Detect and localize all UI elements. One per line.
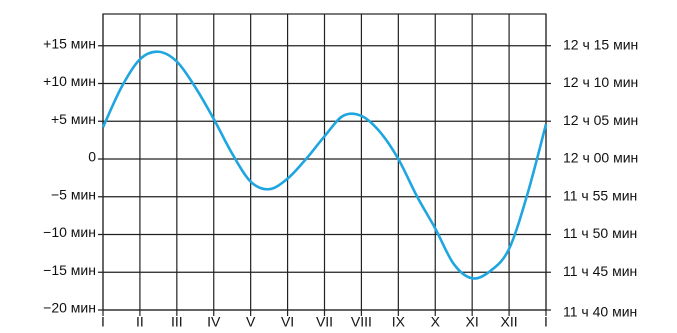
- y2-tick-label: 12 ч 10 мин: [563, 74, 638, 90]
- x-tick-label: X: [431, 314, 441, 330]
- x-tick-label: VII: [316, 314, 333, 330]
- y-tick-label: −5 мин: [51, 186, 96, 202]
- y2-tick-label: 11 ч 45 мин: [563, 263, 637, 279]
- x-tick-label: I: [544, 314, 548, 330]
- y2-tick-label: 12 ч 00 мин: [563, 150, 638, 166]
- y-tick-label: −10 мин: [43, 224, 96, 240]
- y-tick-label: −20 мин: [43, 300, 96, 316]
- x-tick-label: XII: [501, 314, 518, 330]
- x-tick-label: XI: [466, 314, 479, 330]
- y-tick-label: −15 мин: [43, 262, 96, 278]
- data-line: [101, 50, 548, 280]
- y-tick-label: +15 мин: [43, 35, 96, 51]
- y-tick-label: +5 мин: [51, 111, 96, 127]
- y-tick-label: +10 мин: [43, 73, 96, 89]
- x-tick-label: IX: [392, 314, 406, 330]
- x-tick-label: V: [246, 314, 256, 330]
- y2-tick-label: 11 ч 40 мин: [563, 304, 637, 320]
- y-tick-label: 0: [88, 149, 96, 165]
- y2-tick-label: 11 ч 50 мин: [563, 225, 637, 241]
- x-tick-label: IV: [207, 314, 221, 330]
- x-tick-label: I: [101, 314, 105, 330]
- y2-tick-label: 11 ч 55 мин: [563, 187, 637, 203]
- x-tick-label: VI: [281, 314, 294, 330]
- y2-tick-label: 12 ч 05 мин: [563, 112, 638, 128]
- x-tick-label: VIII: [351, 314, 372, 330]
- x-tick-label: II: [136, 314, 144, 330]
- y2-tick-label: 12 ч 15 мин: [563, 36, 638, 52]
- x-tick-label: III: [171, 314, 183, 330]
